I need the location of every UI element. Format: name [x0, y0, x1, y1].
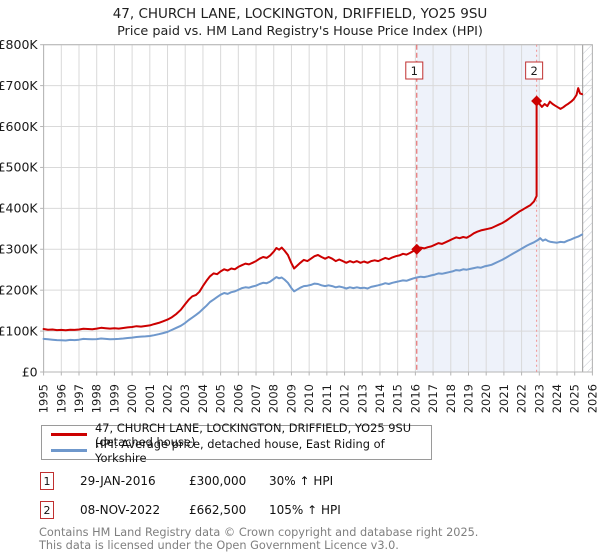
x-tick-label: 2001: [143, 384, 157, 413]
x-tick-label: 2017: [426, 384, 440, 413]
hpi-line: [42, 233, 584, 342]
y-tick-label: £600K: [0, 119, 38, 134]
x-tick-label: 2020: [479, 384, 493, 413]
x-tick-label: 2003: [178, 384, 192, 413]
x-tick-label: 2006: [231, 384, 245, 413]
x-tick-label: 2016: [408, 384, 422, 413]
legend: 47, CHURCH LANE, LOCKINGTON, DRIFFIELD, …: [41, 421, 432, 465]
y-tick-label: £800K: [0, 37, 38, 52]
footer-line-1: Contains HM Land Registry data © Crown c…: [39, 526, 479, 539]
chart-title: 47, CHURCH LANE, LOCKINGTON, DRIFFIELD, …: [112, 6, 488, 22]
sale-1-date: 29-JAN-2016: [80, 474, 156, 488]
x-tick-label: 2013: [355, 384, 369, 413]
x-tick-label: 2026: [585, 384, 599, 413]
sale-annotation-1: 1 29-JAN-2016 £300,000 30% ↑ HPI: [40, 472, 379, 490]
x-tick-label: 2018: [444, 384, 458, 413]
price-history-chart: 1 2 £0 £100K £200K £300K £400K £500K £600K £700K £…: [0, 37, 599, 413]
sale-1-number-badge: 1: [40, 472, 54, 490]
price-paid-line: [42, 87, 584, 332]
legend-label-hpi: HPI: Average price, detached house, East…: [95, 436, 385, 465]
sale-annotation-2: 2 08-NOV-2022 £662,500 105% ↑ HPI: [40, 501, 379, 519]
chart-subtitle: Price paid vs. HM Land Registry's House …: [117, 24, 483, 39]
x-tick-label: 2004: [196, 384, 210, 413]
sale-point-2: [531, 95, 543, 107]
x-tick-label: 1996: [54, 384, 68, 413]
footer-line-2: This data is licensed under the Open Gov…: [39, 538, 399, 552]
sale-marker-badge-2: [525, 61, 544, 80]
x-tick-label: 2009: [284, 384, 298, 413]
x-tick-label: 2023: [532, 384, 546, 413]
sale-2-vs-hpi: 105% ↑ HPI: [269, 503, 341, 517]
sale-1-vs-hpi: 30% ↑ HPI: [269, 474, 334, 488]
x-tick-label: 2012: [338, 384, 352, 413]
y-tick-label: £0: [22, 364, 38, 379]
x-tick-label: 2008: [267, 384, 281, 413]
y-tick-label: £100K: [0, 323, 38, 338]
sale-marker-badge-1: [405, 61, 424, 80]
x-tick-label: 2000: [125, 384, 139, 413]
x-tick-label: 2010: [302, 384, 316, 413]
legend-item-price-paid: 47, CHURCH LANE, LOCKINGTON, DRIFFIELD, …: [42, 421, 431, 449]
sale-marker-badge-label: 2: [530, 64, 537, 78]
sale-2-price: £662,500: [189, 503, 247, 517]
x-tick-label: 2021: [497, 384, 511, 413]
x-tick-label: 2022: [515, 384, 529, 413]
legend-item-hpi: HPI: Average price, detached house, East…: [42, 437, 431, 465]
x-tick-label: 2015: [391, 384, 405, 413]
x-tick-label: 1999: [107, 384, 121, 413]
license-footer: Contains HM Land Registry data © Crown c…: [39, 526, 479, 552]
sale-2-number-badge: 2: [40, 501, 54, 519]
y-tick-label: £400K: [0, 201, 38, 216]
x-tick-label: 2024: [550, 384, 564, 413]
y-tick-label: £200K: [0, 282, 38, 297]
x-tick-label: 2019: [461, 384, 475, 413]
x-tick-label: 2002: [161, 384, 175, 413]
hpi-line-swatch: [51, 449, 87, 452]
y-tick-label: £700K: [0, 78, 38, 93]
sale-point-1: [411, 243, 423, 255]
future-hatch-region: [582, 44, 593, 372]
x-tick-label: 2005: [214, 384, 228, 413]
x-tick-label: 1995: [37, 384, 51, 413]
x-tick-label: 1997: [72, 384, 86, 413]
price-paid-line-swatch: [51, 433, 87, 436]
y-tick-label: £500K: [0, 160, 38, 175]
y-tick-label: £300K: [0, 242, 38, 257]
x-tick-label: 2025: [568, 384, 582, 413]
sale-marker-badge-label: 1: [411, 64, 418, 78]
sale-1-price: £300,000: [189, 474, 247, 488]
x-tick-label: 2014: [373, 384, 387, 413]
x-tick-label: 1998: [90, 384, 104, 413]
x-tick-label: 2011: [320, 384, 334, 413]
sale-2-date: 08-NOV-2022: [80, 503, 161, 517]
x-tick-label: 2007: [249, 384, 263, 413]
legend-label-price-paid: 47, CHURCH LANE, LOCKINGTON, DRIFFIELD, …: [95, 420, 412, 449]
